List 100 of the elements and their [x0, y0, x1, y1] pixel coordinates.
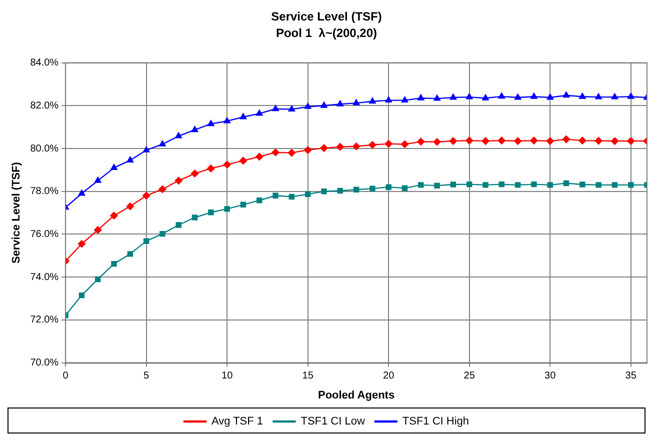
point: [353, 186, 360, 193]
point: [304, 191, 311, 198]
point: [594, 137, 602, 145]
point: [384, 140, 392, 148]
y-tick-label: 84.0%: [30, 58, 59, 69]
point: [272, 192, 278, 199]
point: [386, 184, 392, 190]
point: [514, 137, 522, 145]
point: [256, 198, 262, 204]
point: [498, 136, 506, 144]
point: [207, 164, 215, 172]
point: [191, 126, 198, 132]
point: [433, 138, 441, 146]
point: [78, 190, 86, 196]
point: [272, 148, 280, 156]
y-axis-title: Service Level (TSF): [10, 162, 23, 264]
point: [482, 94, 489, 100]
point: [530, 92, 538, 99]
point: [611, 93, 618, 100]
x-tick-label: 20: [383, 370, 395, 382]
point: [288, 194, 295, 200]
point: [514, 94, 522, 100]
x-tick-label: 10: [222, 370, 234, 382]
point: [563, 180, 570, 186]
point: [78, 292, 85, 298]
y-tick-label: 72.0%: [30, 314, 59, 326]
point: [418, 182, 424, 188]
point: [127, 251, 134, 257]
legend-label: Avg TSF 1: [211, 416, 264, 428]
point: [578, 136, 586, 144]
point: [466, 136, 474, 144]
point: [352, 142, 360, 150]
point: [321, 188, 327, 194]
point: [627, 92, 634, 99]
point: [224, 117, 230, 124]
x-axis-title: Pooled Agents: [318, 389, 395, 402]
y-tick-label: 78.0%: [30, 186, 59, 198]
point: [175, 132, 182, 138]
point: [547, 182, 553, 188]
point: [158, 185, 166, 194]
point: [126, 202, 134, 210]
point: [94, 176, 102, 183]
point: [256, 110, 263, 116]
point: [110, 212, 118, 220]
point: [562, 136, 570, 144]
point: [369, 98, 376, 104]
point: [304, 102, 312, 109]
point: [240, 202, 246, 208]
point: [208, 120, 214, 126]
x-tick-label: 25: [464, 370, 476, 382]
point: [320, 144, 328, 152]
chart-subtitle: Pool 1 λ~(200,20): [276, 26, 378, 40]
point: [94, 226, 102, 234]
point: [417, 138, 425, 146]
point: [142, 192, 150, 200]
x-tick-label: 30: [544, 370, 556, 382]
x-tick-label: 35: [625, 370, 637, 382]
point: [192, 214, 198, 220]
point: [256, 152, 264, 160]
point: [224, 206, 230, 212]
point: [337, 188, 343, 194]
point: [546, 94, 554, 100]
point: [288, 106, 296, 112]
point: [466, 93, 473, 100]
point: [288, 149, 296, 157]
point: [111, 260, 117, 267]
x-tick-label: 15: [302, 370, 314, 382]
point: [272, 105, 279, 112]
point: [159, 140, 166, 146]
point: [240, 113, 247, 120]
point: [498, 92, 506, 99]
point: [531, 181, 537, 188]
point: [482, 182, 488, 188]
point: [546, 137, 554, 145]
point: [400, 140, 409, 148]
point: [595, 93, 602, 100]
x-tick-label: 5: [144, 370, 150, 382]
point: [610, 137, 618, 145]
point: [370, 186, 376, 192]
point: [385, 96, 392, 102]
legend-label: TSF1 CI Low: [300, 416, 365, 428]
point: [304, 146, 312, 154]
point: [126, 156, 134, 162]
point: [627, 137, 635, 145]
point: [418, 94, 424, 100]
chart-title: Service Level (TSF): [271, 10, 382, 24]
x-tick-label: 0: [62, 370, 69, 382]
point: [336, 143, 344, 151]
point: [174, 176, 182, 184]
y-tick-label: 82.0%: [30, 100, 59, 112]
point: [498, 181, 504, 188]
point: [530, 136, 538, 144]
point: [401, 96, 408, 102]
y-tick-label: 80.0%: [30, 143, 59, 154]
point: [482, 137, 490, 145]
point: [450, 94, 457, 100]
point: [579, 92, 586, 99]
point: [336, 100, 344, 106]
point: [352, 99, 360, 106]
point: [78, 240, 86, 248]
